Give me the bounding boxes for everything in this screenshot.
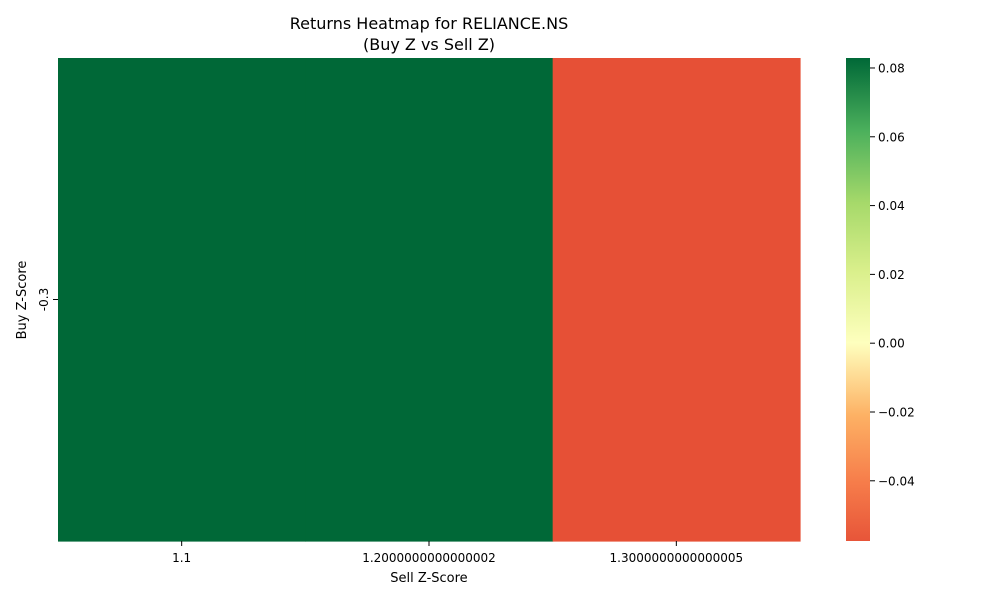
colorbar-tick-label: 0.00 [878,337,905,351]
heatmap-cell [58,58,306,542]
colorbar-tick-label: −0.02 [878,405,915,419]
chart-title-line-2: (Buy Z vs Sell Z) [363,35,495,54]
y-axis-label: Buy Z-Score [15,261,30,340]
colorbar [846,58,870,541]
x-tick-label: 1.1 [172,551,191,565]
y-axis-ticks: -0.3 [37,288,58,311]
heatmap-cell [552,58,801,542]
x-axis-label: Sell Z-Score [390,571,467,586]
x-tick-label: 1.2000000000000002 [362,551,496,565]
colorbar-tick-label: 0.06 [878,130,905,144]
colorbar-tick-label: 0.08 [878,61,905,75]
x-axis-ticks: 1.1 1.2000000000000002 1.3000000000000005 [172,541,743,565]
chart-title-line-1: Returns Heatmap for RELIANCE.NS [290,14,568,33]
colorbar-tick-label: 0.04 [878,199,905,213]
heatmap-cell [305,58,554,542]
x-tick-label: 1.3000000000000005 [610,551,744,565]
y-tick-label: -0.3 [37,288,51,311]
colorbar-tick-label: 0.02 [878,268,905,282]
colorbar-ticks: −0.04 −0.02 0.00 0.02 0.04 0.06 0.08 [870,61,915,488]
heatmap-cells [58,58,801,542]
colorbar-tick-label: −0.04 [878,474,915,488]
